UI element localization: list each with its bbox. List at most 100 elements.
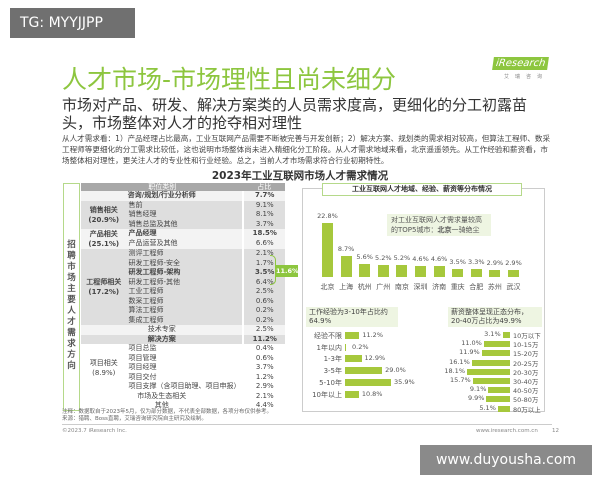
experience-label: 经验不限 [314, 332, 342, 340]
row-category: 技术专家 [81, 325, 244, 335]
watermark-top-left: TG: MYYJJPP [10, 8, 135, 38]
experience-value: 0.2% [352, 342, 369, 351]
salary-value: 11.0% [461, 339, 482, 348]
city-label: 广州 [376, 283, 391, 291]
row-value: 8.1% [242, 210, 285, 220]
annotation-highlight: 北京 [437, 226, 452, 234]
city-bar [452, 268, 464, 277]
row-value: 7.7% [242, 191, 285, 201]
row-item: 销售总监及其他 [126, 219, 244, 229]
row-category: 其他 [81, 401, 244, 411]
salary-bar [483, 341, 510, 348]
row-category: 咨询/规划/行业分析师 [81, 191, 244, 201]
salary-bar [488, 387, 510, 394]
experience-bar [345, 355, 362, 363]
row-category: 市场及生态相关 [81, 391, 244, 401]
row-item: 项目经理 [126, 363, 244, 373]
header-category: 职位类别 [81, 183, 244, 191]
job-category-table: 职位类别 占比 咨询/规划/行业分析师 7.7% 销售相关 (20.9%) 售前 9.1… [81, 183, 285, 411]
city-value-label: 2.9% [486, 259, 504, 268]
table-row: 工业工程师 2.5% [81, 287, 285, 297]
row-group-label: 工程师相关 (17.2%) [81, 249, 127, 325]
row-value: 3.7% [242, 363, 285, 373]
city-label: 杭州 [357, 283, 372, 291]
salary-value: 5.1% [479, 403, 496, 412]
city-value-label: 3.3% [468, 258, 485, 267]
salary-value: 15.7% [450, 376, 471, 384]
salary-value: 18.1% [444, 366, 465, 375]
row-value: 0.2% [242, 315, 285, 325]
table-row: 项目经理 3.7% [81, 363, 285, 373]
city-value-label: 4.6% [430, 255, 448, 264]
table-row: 技术专家 2.5% [81, 325, 285, 335]
table-row: 集成工程师 0.2% [81, 315, 285, 325]
row-item: 项目管理 [126, 353, 244, 363]
row-value: 0.6% [242, 353, 285, 363]
salary-value: 11.9% [459, 348, 480, 357]
city-label: 北京 [320, 283, 335, 291]
table-row: 销售相关 (20.9%) 售前 9.1% [81, 200, 285, 229]
table-row: 项目交付 1.2% [81, 372, 285, 382]
row-item: 销售经理 [126, 210, 244, 220]
experience-label: 5-10年 [319, 378, 342, 387]
salary-label: 20-30万 [513, 368, 539, 377]
copyright: ©2023.7 iResearch Inc. [62, 428, 127, 434]
row-item: 售前 [126, 200, 244, 210]
panel-title: 工业互联网人才地域、经验、薪资等分布情况 [322, 183, 522, 196]
footer-divider [62, 424, 552, 425]
row-value: 1.7% [242, 258, 285, 268]
table-row: 其他 4.4% [81, 401, 285, 411]
experience-annotation: 工作经验为3-10年占比约64.9% [306, 307, 398, 327]
experience-label: 1-3年 [323, 355, 342, 364]
city-label: 武汉 [506, 283, 521, 291]
side-label-frame [63, 183, 80, 411]
experience-bar [345, 390, 359, 398]
salary-bar [486, 396, 510, 403]
row-item: 集成工程师 [126, 315, 244, 325]
table-row: 研发工程师-架构 3.5% [81, 268, 285, 278]
page-number: 12 [552, 428, 559, 434]
salary-label: 30-40万 [513, 378, 539, 386]
row-value: 11.2% [242, 334, 285, 344]
experience-label: 10年以上 [312, 390, 342, 399]
experience-bar [345, 378, 391, 386]
watermark-bottom-right: www.duyousha.com [420, 445, 592, 475]
row-group-label: 产品相关 (25.1%) [81, 229, 127, 249]
salary-label: 15-20万 [513, 350, 539, 359]
chart-title: 2023年工业互联网市场人才需求情况 [211, 170, 389, 182]
row-item: 工业工程师 [126, 287, 244, 297]
salary-bar [471, 359, 510, 366]
logo-sub: 艾瑞咨询 [503, 74, 548, 80]
salary-value: 16.1% [449, 357, 470, 366]
row-value: 2.5% [242, 287, 285, 297]
row-item: 研发工程师-架构 [126, 268, 244, 278]
city-label: 深圳 [413, 283, 428, 291]
subtitle: 市场对产品、研发、解决方案类的人员需求度高，更细化的分工初露苗头，市场整体对人才… [62, 96, 528, 132]
city-label: 重庆 [450, 283, 465, 291]
row-item: 研发工程师-安全 [126, 258, 244, 268]
header-share: 占比 [243, 183, 285, 191]
city-value-label: 5.2% [393, 253, 411, 262]
table-row: 项目管理 0.6% [81, 353, 285, 363]
city-label: 南京 [394, 283, 409, 291]
experience-value: 11.2% [362, 331, 383, 339]
city-bar [340, 256, 352, 277]
city-label: 苏州 [487, 283, 502, 291]
experience-value: 35.9% [394, 377, 415, 386]
experience-bar [345, 332, 360, 339]
website: www.iresearch.com.cn [476, 428, 538, 434]
experience-label: 3-5年 [323, 367, 342, 376]
row-value: 6.4% [242, 277, 285, 287]
row-value: 0.6% [242, 296, 285, 306]
row-item: 数采工程师 [126, 296, 244, 306]
row-value: 6.6% [242, 239, 285, 249]
row-group-label: 销售相关 (20.9%) [81, 200, 127, 229]
footer-note: 注释：数据取自于2023年5月，仅为部分数据，不代表全部数据，各项分布仅供参考。 [62, 409, 272, 415]
city-value-label: 3.5% [449, 257, 466, 266]
salary-bar [502, 332, 510, 338]
salary-bar [472, 378, 510, 384]
city-label: 济南 [432, 283, 447, 291]
table-row: 市场及生态相关 2.1% [81, 391, 285, 401]
salary-value: 9.1% [469, 385, 487, 394]
row-category: 解决方案 [81, 334, 244, 344]
